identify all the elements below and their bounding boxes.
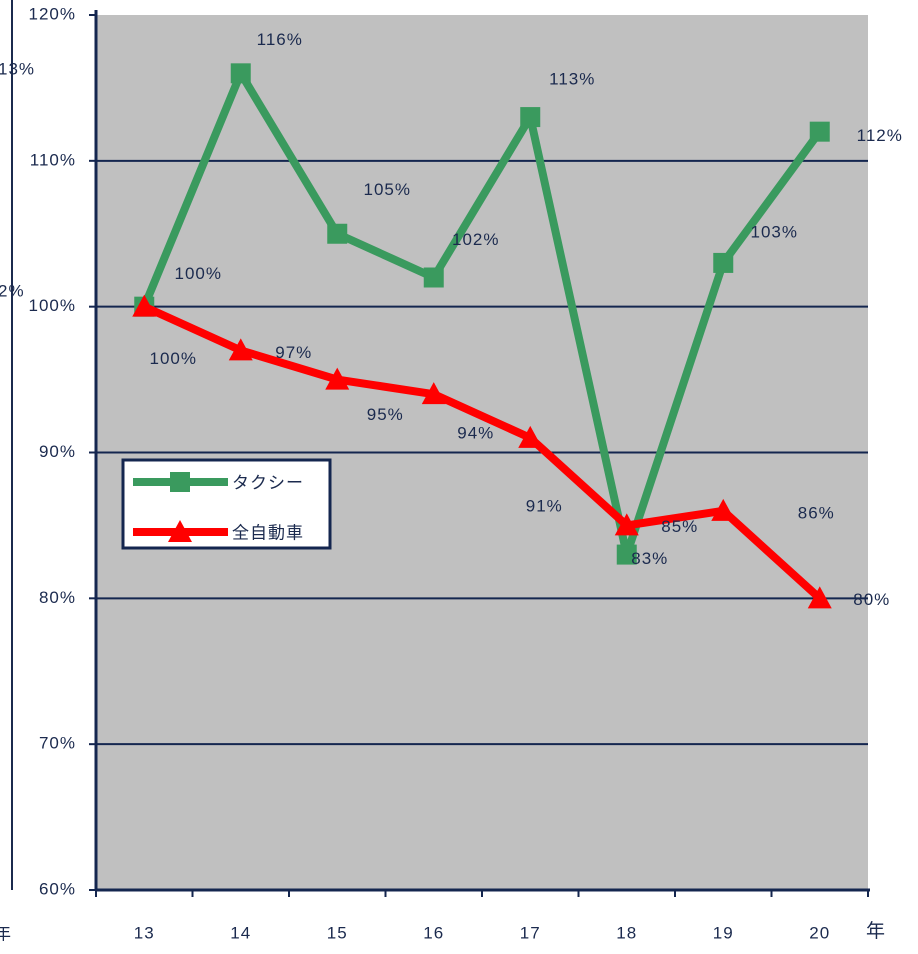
marker bbox=[327, 223, 348, 244]
data-label: 94% bbox=[457, 424, 494, 443]
data-label: 100% bbox=[175, 264, 222, 283]
marker bbox=[518, 425, 543, 448]
marker bbox=[325, 367, 350, 390]
y-tick-label: 80% bbox=[39, 588, 76, 607]
y-tick-label: 100% bbox=[29, 296, 76, 315]
data-label: 102% bbox=[452, 230, 499, 249]
data-label: 80% bbox=[853, 590, 890, 609]
series-line bbox=[140, 69, 823, 559]
marker bbox=[807, 586, 832, 609]
x-tick-label: 15 bbox=[327, 923, 348, 942]
data-label: 86% bbox=[798, 503, 835, 522]
marker bbox=[520, 107, 541, 128]
x-unit-label: 年 bbox=[866, 920, 886, 942]
marker bbox=[616, 544, 637, 565]
x-tick-label: 16 bbox=[423, 923, 444, 942]
data-label: 95% bbox=[367, 405, 404, 424]
marker bbox=[168, 520, 192, 542]
cropped-label: 2% bbox=[0, 281, 25, 300]
y-tick-label: 110% bbox=[30, 150, 76, 169]
marker bbox=[711, 498, 736, 521]
x-tick-label: 18 bbox=[616, 923, 637, 942]
data-label: 112% bbox=[857, 126, 903, 145]
series-line bbox=[142, 303, 823, 602]
data-label: 83% bbox=[631, 549, 668, 568]
marker bbox=[170, 472, 190, 492]
legend-label: タクシー bbox=[232, 473, 304, 492]
cropped-label: 13% bbox=[0, 59, 35, 78]
y-tick-label: 90% bbox=[39, 442, 76, 461]
marker bbox=[228, 338, 253, 361]
marker bbox=[713, 252, 734, 273]
data-label: 116% bbox=[257, 30, 303, 49]
data-label: 97% bbox=[275, 343, 312, 362]
y-tick-label: 70% bbox=[39, 734, 76, 753]
data-label: 105% bbox=[364, 180, 411, 199]
data-label: 103% bbox=[751, 222, 798, 241]
x-tick-label: 13 bbox=[134, 923, 155, 942]
data-label: 100% bbox=[150, 349, 197, 368]
y-tick-label: 120% bbox=[29, 4, 76, 23]
marker bbox=[809, 121, 830, 142]
marker bbox=[132, 294, 157, 317]
x-tick-label: 19 bbox=[713, 923, 734, 942]
data-label: 113% bbox=[549, 70, 595, 89]
legend-label: 全自動車 bbox=[232, 523, 304, 542]
marker bbox=[423, 267, 444, 288]
data-label: 85% bbox=[661, 517, 698, 536]
x-tick-label: 20 bbox=[809, 923, 830, 942]
marker bbox=[421, 382, 446, 405]
cropped-label: 年 bbox=[0, 924, 12, 943]
x-tick-label: 14 bbox=[230, 923, 251, 942]
x-tick-label: 17 bbox=[520, 923, 541, 942]
y-tick-label: 60% bbox=[39, 879, 76, 898]
marker bbox=[614, 513, 639, 536]
marker bbox=[230, 63, 251, 84]
data-label: 91% bbox=[526, 496, 563, 515]
